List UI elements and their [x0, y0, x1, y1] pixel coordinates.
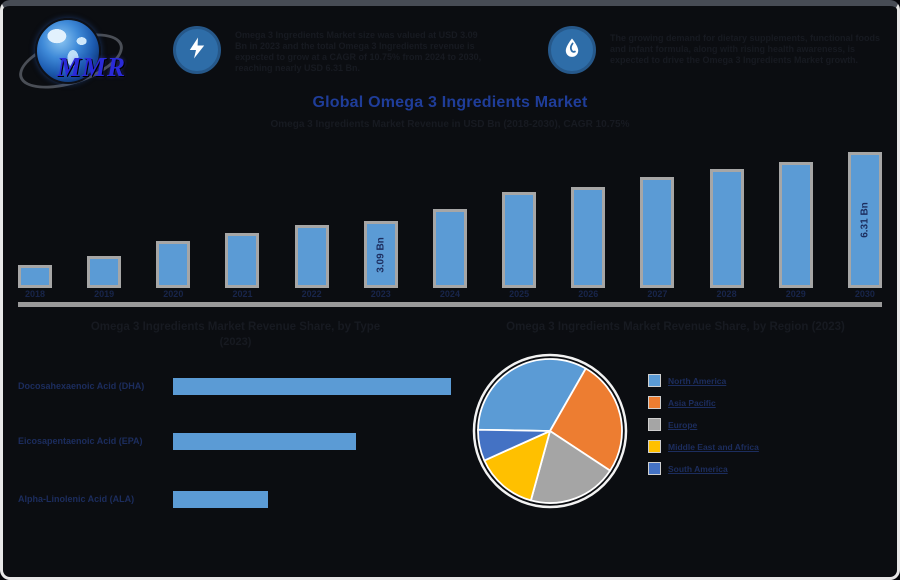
- page-title: Global Omega 3 Ingredients Market: [312, 94, 588, 111]
- market-size-text: Omega 3 Ingredients Market size was valu…: [235, 30, 482, 73]
- revenue-bar-2018: [18, 265, 52, 288]
- bar-slot: [432, 209, 467, 288]
- bar-slot: [502, 192, 537, 288]
- revenue-bar-2028: [709, 169, 744, 288]
- type-share-row: Alpha-Linolenic Acid (ALA): [18, 491, 268, 508]
- market-driver-text: The growing demand for dietary supplemen…: [610, 33, 881, 65]
- legend-item: Europe: [648, 418, 759, 431]
- type-label: Eicosapentaenoic Acid (EPA): [18, 435, 143, 446]
- bar-slot: [225, 233, 260, 288]
- pie-outer-ring: [472, 353, 628, 509]
- revenue-bar-2020: [156, 241, 191, 288]
- type-bar-track: [173, 491, 268, 508]
- market-growth-badge: [548, 26, 596, 74]
- type-label: Docosahexaenoic Acid (DHA): [18, 380, 145, 391]
- pie-slice-south-america: [477, 428, 551, 462]
- revenue-bar-2025: [502, 192, 537, 288]
- market-size-badge: [173, 26, 221, 74]
- legend-label: Asia Pacific: [668, 397, 716, 408]
- legend-label: North America: [668, 375, 727, 386]
- legend-item: Asia Pacific: [648, 396, 759, 409]
- globe-icon: [35, 18, 101, 84]
- x-axis-labels: 2018 2019 2020 2021 2022 2023 2024 2025 2026 2027…: [18, 289, 882, 299]
- year-label: 2020: [163, 289, 184, 299]
- legend-label: Europe: [668, 419, 698, 430]
- type-share-row: Docosahexaenoic Acid (DHA): [18, 378, 451, 395]
- year-label: 2028: [716, 289, 737, 299]
- year-label: 2030: [854, 289, 875, 299]
- legend-label: Middle East and Africa: [668, 441, 759, 452]
- year-label: 2027: [647, 289, 668, 299]
- legend-item: South America: [648, 462, 759, 475]
- legend-swatch: [648, 374, 661, 387]
- type-bar-track: [173, 378, 451, 395]
- chart-subtitle: Omega 3 Ingredients Market Revenue in US…: [270, 119, 630, 130]
- type-share-heading: Omega 3 Ingredients Market Revenue Share…: [90, 321, 381, 333]
- revenue-bar-2021: [225, 233, 260, 288]
- type-share-row: Eicosapentaenoic Acid (EPA): [18, 433, 356, 450]
- bar-slot: [294, 225, 329, 288]
- pie-slice-asia-pacific: [549, 367, 623, 472]
- revenue-bar-2024: [432, 209, 467, 288]
- year-label: 2018: [24, 289, 46, 299]
- legend-item: North America: [648, 374, 759, 387]
- legend-swatch: [648, 462, 661, 475]
- droplet-icon: [560, 36, 584, 65]
- type-share-bar: [173, 378, 451, 395]
- mmr-logo: MMR: [12, 12, 137, 100]
- legend-label: South America: [668, 463, 728, 474]
- year-label: 2026: [578, 289, 599, 299]
- type-share-section: Omega 3 Ingredients Market Revenue Share…: [18, 318, 453, 573]
- lightning-icon: [185, 36, 209, 65]
- bar-slot: [640, 177, 675, 288]
- region-share-section: Omega 3 Ingredients Market Revenue Share…: [463, 318, 888, 573]
- year-label: 2025: [509, 289, 530, 299]
- type-share-bar: [173, 433, 356, 450]
- pie-slice-europe: [529, 430, 612, 504]
- x-axis-line: [18, 302, 882, 307]
- legend-swatch: [648, 396, 661, 409]
- bar-slot: [571, 187, 606, 288]
- pie-slice-middle-east-and-africa: [483, 430, 551, 502]
- year-label: 2023: [370, 289, 391, 299]
- bar-slot: [18, 265, 52, 288]
- legend-swatch: [648, 440, 661, 453]
- bar-slot: [709, 169, 744, 288]
- bar-slot: [778, 162, 813, 288]
- revenue-bar-2022: [294, 225, 329, 288]
- legend-item: Middle East and Africa: [648, 440, 759, 453]
- year-label: 2022: [301, 289, 322, 299]
- type-bar-track: [173, 433, 356, 450]
- bar-value-label: 6.31 Bn: [859, 202, 871, 238]
- bar-slot: [87, 256, 122, 288]
- year-label: 2024: [439, 289, 460, 299]
- region-share-heading: Omega 3 Ingredients Market Revenue Share…: [506, 321, 845, 333]
- revenue-bar-2029: [778, 162, 813, 288]
- bar-slot: [156, 241, 191, 288]
- bar-slot: 3.09 Bn: [363, 221, 398, 288]
- pie-slice-north-america: [477, 358, 587, 432]
- type-label: Alpha-Linolenic Acid (ALA): [18, 493, 135, 504]
- revenue-bar-2019: [87, 256, 122, 288]
- legend-swatch: [648, 418, 661, 431]
- year-label: 2021: [232, 289, 253, 299]
- year-label: 2029: [785, 289, 806, 299]
- pie-legend: North America Asia Pacific Europe Middle Ea…: [648, 374, 759, 484]
- bar-slot: 6.31 Bn: [847, 152, 882, 288]
- revenue-bar-2026: [571, 187, 606, 288]
- revenue-bar-2027: [640, 177, 675, 288]
- revenue-bar-chart: 3.09 Bn 6.31 Bn: [18, 146, 882, 288]
- logo-text: MMR: [57, 52, 127, 82]
- type-share-heading-year: (2023): [219, 336, 252, 348]
- revenue-bar-2030: 6.31 Bn: [847, 152, 882, 288]
- type-share-bar: [173, 491, 268, 508]
- year-label: 2019: [94, 289, 115, 299]
- bar-value-label: 3.09 Bn: [375, 236, 387, 273]
- revenue-bar-2023: 3.09 Bn: [363, 221, 398, 288]
- region-pie-chart: [472, 353, 628, 509]
